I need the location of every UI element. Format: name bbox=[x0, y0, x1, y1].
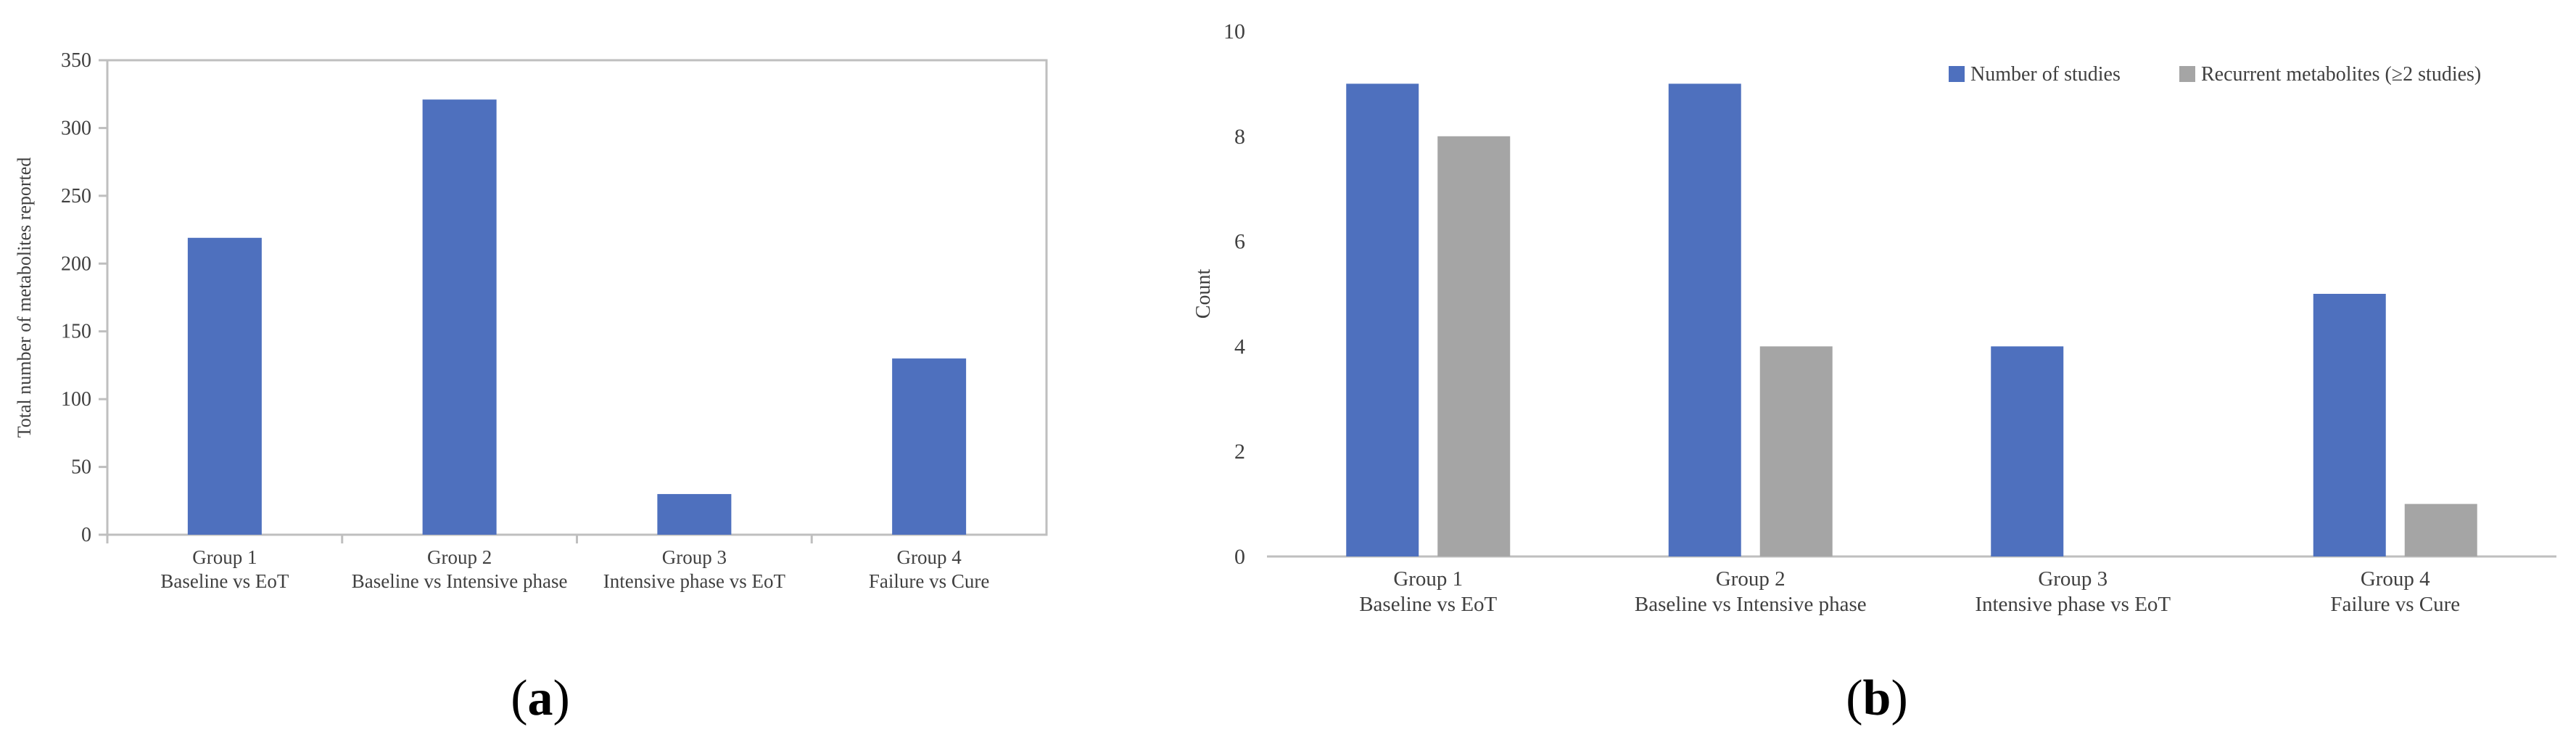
panel-label-a: (a) bbox=[511, 670, 570, 726]
panel-label-a-letter: a bbox=[528, 670, 553, 726]
y-tick-label: 2 bbox=[1234, 440, 1245, 464]
y-tick-label: 6 bbox=[1234, 230, 1245, 254]
category-label: Group 4 bbox=[2361, 567, 2430, 591]
y-axis-label: Total number of metabolites reported bbox=[14, 157, 35, 438]
category-sublabel: Failure vs Cure bbox=[2330, 593, 2460, 616]
bar-series2-group2 bbox=[1759, 346, 1833, 556]
y-tick-label: 0 bbox=[81, 524, 91, 546]
category-label: Group 2 bbox=[427, 546, 492, 568]
category-label: Group 4 bbox=[897, 546, 962, 568]
y-tick-label: 300 bbox=[61, 117, 91, 139]
category-sublabel: Baseline vs EoT bbox=[1359, 593, 1497, 616]
y-tick-label: 10 bbox=[1223, 20, 1245, 44]
y-tick-label: 200 bbox=[61, 252, 91, 275]
y-tick-label: 250 bbox=[61, 185, 91, 208]
legend-label-1: Number of studies bbox=[1970, 63, 2121, 86]
category-sublabel: Baseline vs EoT bbox=[160, 570, 289, 592]
category-label: Group 3 bbox=[2038, 567, 2108, 591]
category-sublabel: Intensive phase vs EoT bbox=[603, 570, 786, 592]
bar-4 bbox=[892, 358, 967, 535]
bar-series1-group3 bbox=[1991, 346, 2064, 556]
y-tick-label: 4 bbox=[1234, 334, 1245, 358]
bar-3 bbox=[657, 493, 732, 535]
panel-label-b: (b) bbox=[1846, 670, 1908, 726]
y-tick-label: 50 bbox=[71, 456, 91, 479]
bar-series1-group2 bbox=[1668, 83, 1741, 556]
legend-swatch-1 bbox=[1949, 66, 1965, 82]
y-tick-label: 150 bbox=[61, 321, 91, 343]
bar-series1-group4 bbox=[2313, 294, 2386, 556]
legend-label-2: Recurrent metabolites (≥2 studies) bbox=[2201, 63, 2481, 86]
y-tick-label: 350 bbox=[61, 49, 91, 72]
category-sublabel: Intensive phase vs EoT bbox=[1975, 593, 2171, 616]
y-tick-label: 0 bbox=[1234, 545, 1245, 569]
bar-series1-group1 bbox=[1346, 83, 1419, 556]
chart-a-total-metabolites: 0 50 100 150 200 250 300 350 Total number of met… bbox=[14, 49, 1048, 592]
category-label: Group 3 bbox=[662, 546, 727, 568]
category-sublabel: Baseline vs Intensive phase bbox=[352, 570, 568, 592]
bar-1 bbox=[187, 237, 262, 535]
category-sublabel: Baseline vs Intensive phase bbox=[1635, 593, 1867, 616]
y-tick-label: 8 bbox=[1234, 125, 1245, 149]
bar-2 bbox=[422, 99, 497, 535]
category-label: Group 2 bbox=[1716, 567, 1786, 591]
y-axis-label: Count bbox=[1192, 269, 1215, 319]
category-label: Group 1 bbox=[1393, 567, 1463, 591]
panel-label-b-letter: b bbox=[1863, 670, 1891, 726]
category-label: Group 1 bbox=[192, 546, 257, 568]
bar-series2-group4 bbox=[2404, 504, 2477, 556]
bar-series2-group1 bbox=[1437, 136, 1511, 557]
category-sublabel: Failure vs Cure bbox=[869, 570, 989, 592]
legend-swatch-2 bbox=[2179, 66, 2195, 82]
y-tick-label: 100 bbox=[61, 388, 91, 411]
